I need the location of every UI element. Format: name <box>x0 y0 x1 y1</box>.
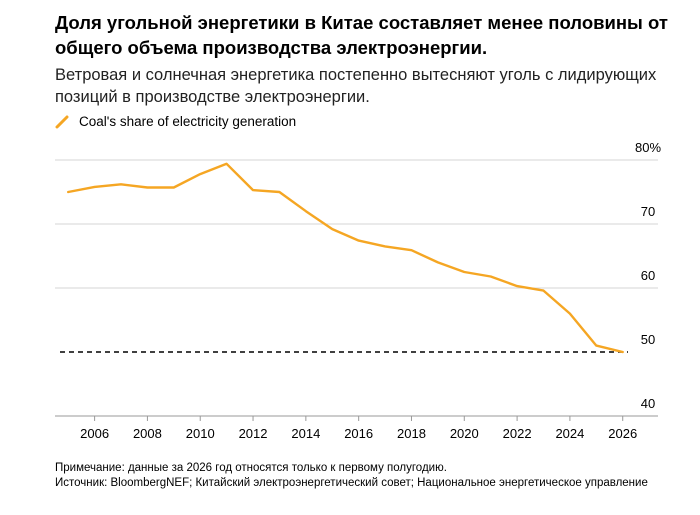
chart-subtitle: Ветровая и солнечная энергетика постепен… <box>55 66 657 106</box>
legend: Coal's share of electricity generation <box>55 114 296 129</box>
x-tick-label: 2018 <box>397 426 426 441</box>
legend-line-icon <box>55 115 69 128</box>
y-tick-label: 40 <box>641 396 655 411</box>
footer-source: Источник: BloombergNEF; Китайский электр… <box>55 477 648 489</box>
footer-note: Примечание: данные за 2026 год относятся… <box>55 462 447 474</box>
x-tick-label: 2016 <box>344 426 373 441</box>
x-tick-label: 2026 <box>608 426 637 441</box>
chart-title: Доля угольной энергетики в Китае составл… <box>55 12 668 58</box>
series-line-coal-share <box>66 162 624 354</box>
x-tick-label: 2024 <box>555 426 584 441</box>
footer: Примечание: данные за 2026 год относятся… <box>55 461 675 491</box>
x-tick-label: 2022 <box>503 426 532 441</box>
x-tick-label: 2006 <box>80 426 109 441</box>
x-tick-label: 2008 <box>133 426 162 441</box>
y-tick-label: 50 <box>641 332 655 347</box>
y-tick-label: 60 <box>641 268 655 283</box>
legend-label: Coal's share of electricity generation <box>79 114 297 129</box>
x-tick-label: 2020 <box>450 426 479 441</box>
line-chart: 40 50 60 70 80% 2006 2008 2010 2012 2014 2016 2018 2… <box>55 140 661 441</box>
x-tick-label: 2014 <box>291 426 320 441</box>
y-tick-label: 80% <box>635 140 661 155</box>
x-tick-label: 2010 <box>186 426 215 441</box>
y-tick-label: 70 <box>641 204 655 219</box>
x-tick-label: 2012 <box>239 426 268 441</box>
